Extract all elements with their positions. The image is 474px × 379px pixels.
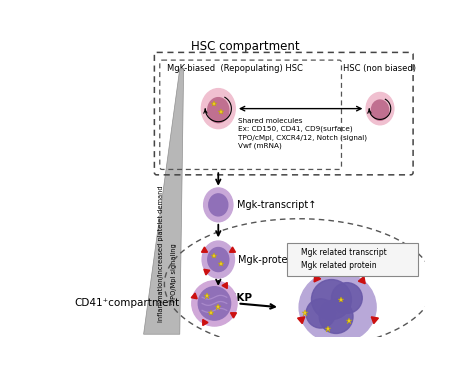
Ellipse shape — [371, 100, 389, 120]
Text: MgK-biased  (Repopulating) HSC: MgK-biased (Repopulating) HSC — [167, 64, 302, 73]
Text: TPO/Mpl signaling: TPO/Mpl signaling — [172, 243, 177, 302]
Ellipse shape — [319, 299, 353, 334]
Ellipse shape — [204, 188, 233, 222]
Ellipse shape — [201, 89, 235, 128]
Text: HSC (non biased): HSC (non biased) — [344, 64, 417, 73]
Text: CD41⁺compartment: CD41⁺compartment — [74, 298, 180, 309]
Text: Shared molecules
Ex: CD150, CD41, CD9(surface)
TPO/cMpl, CXCR4/12, Notch (signal: Shared molecules Ex: CD150, CD41, CD9(su… — [237, 118, 366, 149]
Ellipse shape — [306, 299, 335, 328]
Text: Mgk-protein↑: Mgk-protein↑ — [238, 255, 305, 265]
Ellipse shape — [192, 281, 237, 326]
Ellipse shape — [311, 280, 352, 319]
Polygon shape — [144, 69, 183, 334]
FancyBboxPatch shape — [287, 243, 418, 276]
Text: Mgk-transcript↑: Mgk-transcript↑ — [237, 200, 316, 210]
Ellipse shape — [331, 283, 362, 313]
Ellipse shape — [198, 287, 231, 320]
Text: Inflammation/Increased platelet demand: Inflammation/Increased platelet demand — [157, 185, 164, 322]
Ellipse shape — [208, 247, 229, 271]
Ellipse shape — [202, 241, 235, 278]
Text: Mgk related transcript: Mgk related transcript — [301, 248, 386, 257]
Text: Mature Mgk: Mature Mgk — [306, 253, 377, 263]
Text: Mgk related protein: Mgk related protein — [301, 261, 376, 270]
Ellipse shape — [209, 194, 228, 216]
Ellipse shape — [366, 92, 394, 125]
Ellipse shape — [299, 272, 376, 343]
Ellipse shape — [208, 98, 229, 123]
Text: MKP: MKP — [226, 293, 252, 303]
Text: HSC compartment: HSC compartment — [191, 40, 300, 53]
